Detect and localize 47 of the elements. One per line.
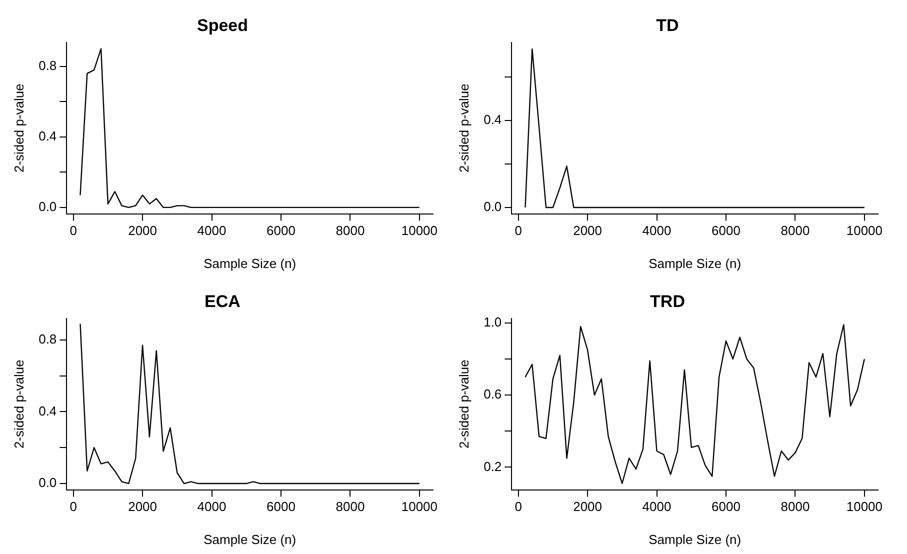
y-tick-label: 0.2: [484, 458, 502, 474]
y-tick-label: 0.0: [38, 475, 57, 490]
y-tick-label: 0.8: [38, 58, 57, 73]
x-axis-title: Sample Size (n): [648, 532, 742, 547]
y-tick-label: 0.0: [38, 199, 57, 214]
y-tick-label: 0.6: [484, 386, 502, 402]
x-tick-label: 10000: [846, 223, 883, 238]
x-tick-label: 6000: [266, 499, 296, 514]
x-tick-label: 0: [70, 223, 77, 238]
x-tick-label: 6000: [712, 499, 740, 514]
y-tick-label: 0.4: [484, 112, 502, 128]
x-tick-label: 2000: [128, 499, 157, 514]
y-tick-label: 0.4: [38, 403, 57, 418]
x-tick-label: 0: [514, 499, 522, 514]
y-tick-label: 0.8: [38, 332, 57, 347]
x-tick-label: 6000: [266, 223, 296, 238]
x-tick-label: 0: [514, 223, 522, 238]
x-tick-label: 4000: [197, 223, 226, 238]
y-tick-label: 0.0: [484, 199, 502, 214]
x-tick-label: 0: [70, 499, 77, 514]
chart-title: Speed: [196, 16, 248, 35]
x-tick-label: 10000: [401, 499, 438, 514]
x-tick-label: 8000: [336, 499, 365, 514]
x-tick-label: 2000: [128, 223, 157, 238]
x-tick-label: 8000: [780, 223, 810, 238]
x-tick-label: 4000: [197, 499, 226, 514]
x-tick-label: 4000: [642, 223, 672, 238]
x-tick-label: 2000: [573, 223, 602, 238]
chart-title: ECA: [204, 292, 240, 311]
x-tick-label: 8000: [780, 499, 810, 514]
x-tick-label: 8000: [336, 223, 365, 238]
y-axis-title: 2-sided p-value: [11, 360, 26, 449]
x-tick-label: 2000: [573, 499, 602, 514]
y-tick-label: 1.0: [484, 314, 502, 330]
x-tick-label: 10000: [846, 499, 883, 514]
y-axis-title: 2-sided p-value: [456, 360, 472, 449]
x-tick-label: 6000: [712, 223, 740, 238]
x-axis-title: Sample Size (n): [648, 256, 742, 271]
chart-title: TD: [656, 16, 679, 35]
x-axis-title: Sample Size (n): [204, 256, 296, 271]
y-axis-title: 2-sided p-value: [11, 84, 26, 173]
x-tick-label: 10000: [401, 223, 438, 238]
x-tick-label: 4000: [642, 499, 672, 514]
y-tick-label: 0.4: [38, 128, 57, 144]
chart-title: TRD: [650, 292, 685, 311]
x-axis-title: Sample Size (n): [204, 532, 296, 547]
y-axis-title: 2-sided p-value: [456, 84, 472, 173]
